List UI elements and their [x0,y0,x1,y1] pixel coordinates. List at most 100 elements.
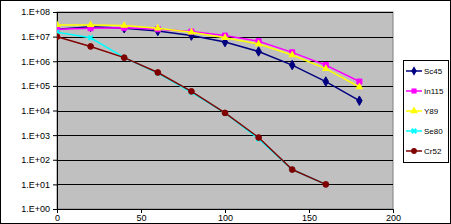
legend-label: Cr52 [424,147,442,156]
legend-label: Y89 [424,107,439,116]
y-tick-label: 1.E+00 [21,204,50,214]
x-tick-label: 0 [55,213,60,223]
x-tick-mark [57,209,58,213]
x-tick-mark [225,209,226,213]
legend-item: In115 [406,87,444,96]
chart-frame [1,1,451,224]
y-tick: 1.E+06 [21,57,57,67]
y-tick: 1.E+01 [21,180,57,190]
y-tick-mark [53,184,57,185]
y-tick: 1.E+05 [21,81,57,91]
grid-line [57,86,393,87]
x-tick-label: 200 [386,213,401,223]
legend-marker [411,148,417,154]
y-axis-line [53,13,58,210]
series-marker [321,180,330,189]
series-marker [323,181,329,187]
series-marker [121,55,127,61]
x-tick-label: 100 [218,213,233,223]
series-marker [189,88,195,94]
grid-line [57,160,393,161]
series-marker [288,50,296,57]
grid-line [57,61,393,62]
y-tick-mark [53,111,57,112]
series-marker [256,47,261,56]
series-line [57,37,326,185]
x-tick: 50 [136,209,146,223]
series-marker [88,44,94,50]
legend-frame [404,61,449,163]
series-line [57,28,359,82]
x-tick: 150 [302,209,317,223]
legend-marker [410,127,419,136]
series-marker [323,77,328,86]
legend-marker [411,66,416,75]
series-marker [188,28,196,35]
grid-line [57,135,393,136]
legend-label: Se80 [424,127,443,136]
series-line [57,32,326,184]
legend-item: Se80 [406,127,443,136]
x-tick-label: 50 [136,213,146,223]
x-tick: 200 [386,209,401,223]
legend-item: Y89 [406,107,439,116]
x-tick-mark [309,209,310,213]
y-tick-mark [53,209,57,210]
y-tick-label: 1.E+01 [21,180,50,190]
series-marker [153,69,162,78]
series-marker [289,167,295,173]
y-tick: 1.E+03 [21,131,57,141]
x-tick: 100 [218,209,233,223]
series-marker [120,21,128,28]
y-tick-mark [53,86,57,87]
series-marker [289,60,294,69]
series-marker [357,96,362,105]
y-tick-mark [53,61,57,62]
y-tick: 1.E+07 [21,32,57,42]
legend-marker [410,107,418,114]
y-tick-label: 1.E+05 [21,81,50,91]
x-axis: 0 50 100 150 200 [55,209,401,223]
legend-label: Sc45 [424,67,443,76]
y-tick: 1.E+00 [21,204,57,214]
series-marker [154,24,162,31]
grid-line [57,184,393,185]
y-tick-label: 1.E+08 [21,7,50,17]
y-tick-label: 1.E+02 [21,155,50,165]
y-tick-mark [53,160,57,161]
legend-item: Sc45 [406,66,443,76]
chart: 1.E+00 1.E+01 1.E+02 1.E+03 1.E+04 1.E+05 1.E+… [0,0,451,224]
series-marker [255,40,263,47]
series-marker [120,53,129,62]
series-marker [256,135,262,141]
y-tick-label: 1.E+07 [21,32,50,42]
legend-item: Cr52 [406,147,442,156]
y-tick-mark [53,12,57,13]
y-tick-mark [53,135,57,136]
y-tick-label: 1.E+06 [21,57,50,67]
legend-marker [411,88,416,93]
series-marker [87,20,95,27]
series-marker [86,33,95,42]
legend-label: In115 [424,87,444,96]
series-marker [57,34,60,40]
series-marker [356,83,364,90]
x-tick-label: 150 [302,213,317,223]
series-marker [221,33,229,40]
series-line [57,25,359,87]
x-tick-mark [141,209,142,213]
plot: 1.E+00 1.E+01 1.E+02 1.E+03 1.E+04 1.E+05 1.E+… [21,7,401,223]
legend: Sc45 In115 Y89 Se80 Cr52 [404,61,449,163]
x-tick: 0 [55,209,60,223]
series-marker [322,64,330,71]
grid-line [57,12,393,13]
grid [57,13,393,210]
y-tick-mark [53,37,57,38]
series-marker [222,110,228,116]
y-tick: 1.E+04 [21,106,57,116]
x-tick-mark [393,209,394,213]
data-layer [57,20,363,188]
y-tick-label: 1.E+03 [21,131,50,141]
series-marker [57,20,61,27]
y-tick: 1.E+02 [21,155,57,165]
